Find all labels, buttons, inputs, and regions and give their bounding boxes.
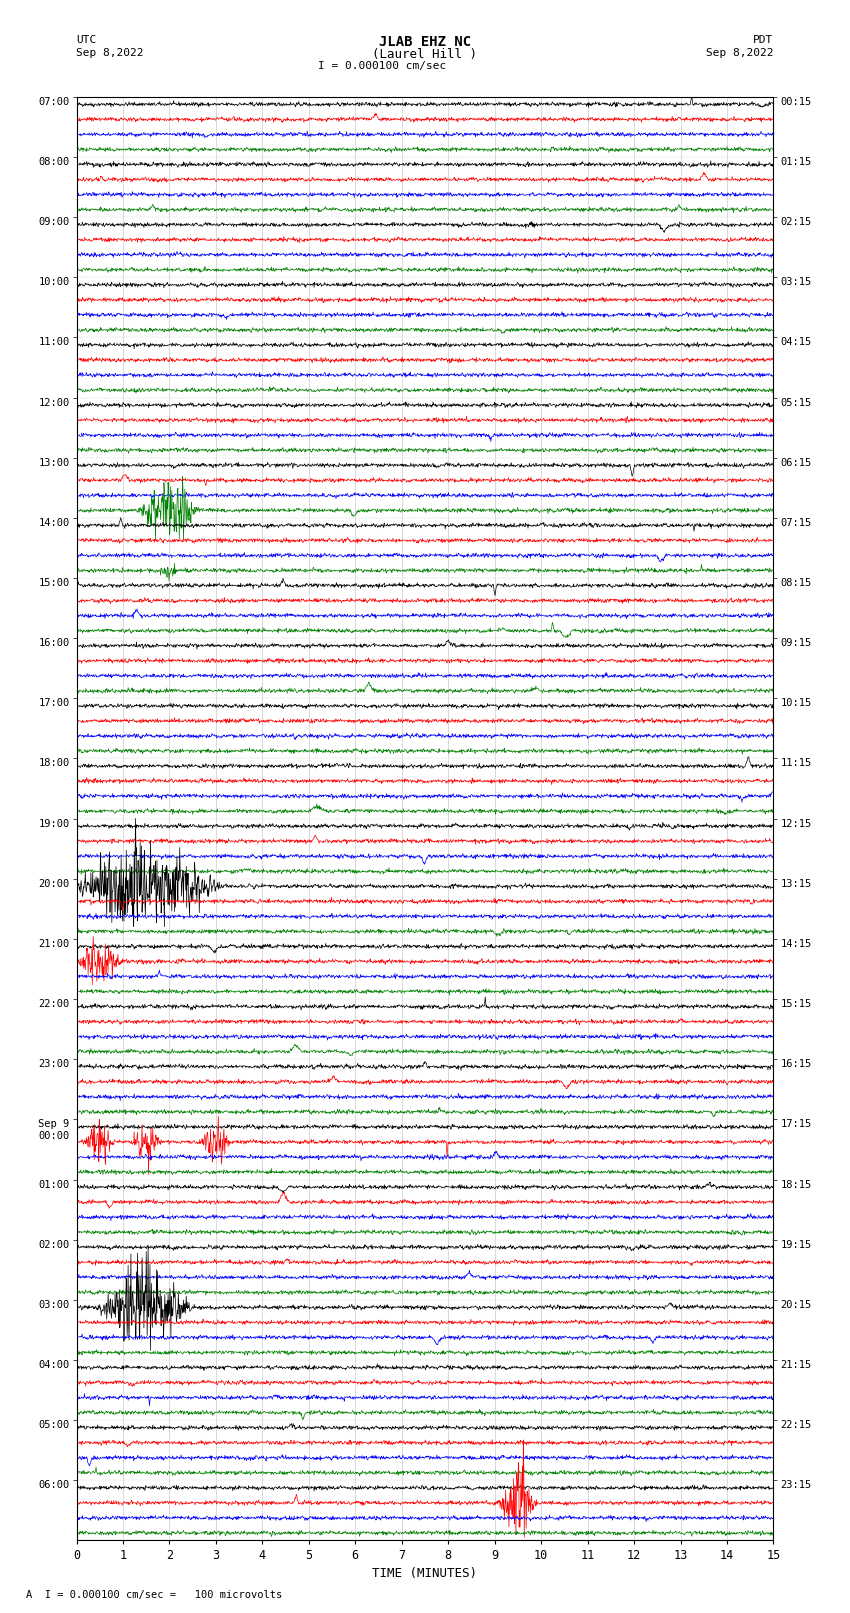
Text: PDT: PDT [753, 35, 774, 45]
Text: A  I = 0.000100 cm/sec =   100 microvolts: A I = 0.000100 cm/sec = 100 microvolts [26, 1590, 281, 1600]
Text: Sep 8,2022: Sep 8,2022 [76, 48, 144, 58]
Text: (Laurel Hill ): (Laurel Hill ) [372, 48, 478, 61]
Text: UTC: UTC [76, 35, 97, 45]
Text: Sep 8,2022: Sep 8,2022 [706, 48, 774, 58]
Text: I = 0.000100 cm/sec: I = 0.000100 cm/sec [319, 61, 446, 71]
Text: JLAB EHZ NC: JLAB EHZ NC [379, 35, 471, 50]
X-axis label: TIME (MINUTES): TIME (MINUTES) [372, 1566, 478, 1579]
